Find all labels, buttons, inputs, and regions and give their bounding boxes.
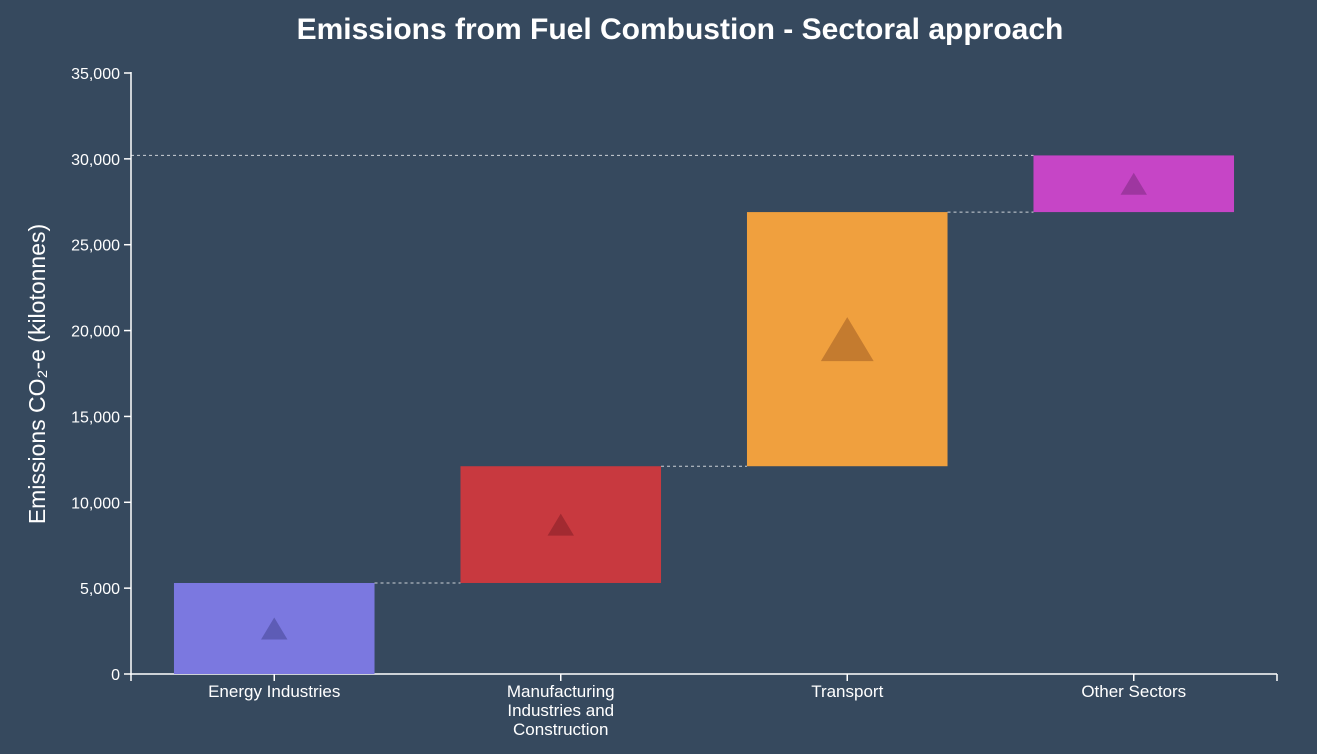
x-tick-label-line: Other Sectors (1081, 682, 1186, 701)
x-axis-ticks: Energy Industries Manufacturing Industries… (130, 674, 1278, 739)
y-tick-label: 25,000 (71, 238, 120, 255)
y-tick-label: 10,000 (71, 495, 120, 512)
connector-lines (131, 154, 1034, 584)
x-tick-label: Manufacturing Industries and Construction (507, 682, 615, 739)
x-tick-label: Other Sectors (1081, 682, 1186, 701)
chart-title: Emissions from Fuel Combustion - Sectora… (297, 13, 1064, 46)
y-tick-label: 30,000 (71, 152, 120, 169)
x-tick-label-line: Manufacturing (507, 682, 615, 701)
y-tick-label: 15,000 (71, 409, 120, 426)
y-axis-ticks: 0 5,000 10,000 15,000 20,000 25,000 30,000 35,0… (71, 66, 131, 684)
direction-markers (261, 172, 1147, 640)
y-tick-label: 0 (111, 667, 120, 684)
x-tick-label-line: Construction (513, 720, 608, 739)
x-tick-label: Energy Industries (208, 682, 340, 701)
y-tick-label: 5,000 (80, 581, 120, 598)
triangle-up-icon (1120, 172, 1147, 195)
x-tick-label-line: Transport (811, 682, 883, 701)
y-axis-label: Emissions CO₂-e (kilotonnes) (24, 224, 50, 524)
y-tick-label: 20,000 (71, 324, 120, 341)
x-tick-label: Transport (811, 682, 883, 701)
triangle-up-icon (261, 617, 288, 640)
y-tick-label: 35,000 (71, 66, 120, 83)
triangle-up-icon (547, 513, 574, 536)
x-tick-label-line: Industries and (507, 701, 614, 720)
x-tick-label-line: Energy Industries (208, 682, 340, 701)
bars-group (173, 155, 1235, 674)
triangle-up-icon (820, 317, 874, 362)
